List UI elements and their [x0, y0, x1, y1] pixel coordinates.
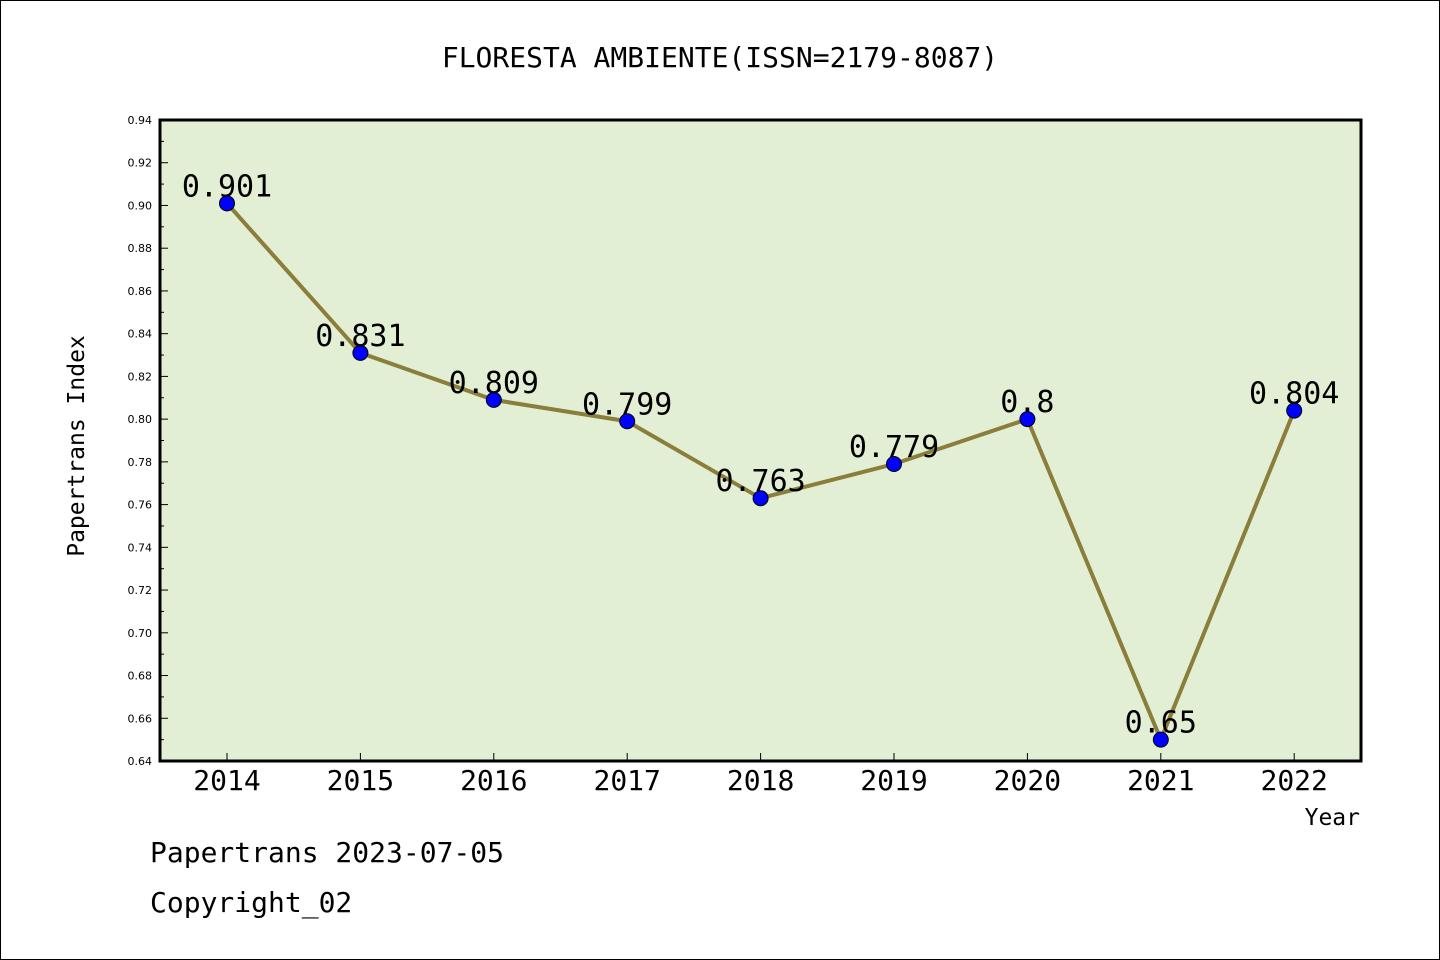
data-point — [886, 456, 902, 473]
y-tick-label: 0.92 — [128, 157, 153, 170]
y-tick-label: 0.72 — [128, 584, 153, 597]
data-point — [219, 195, 235, 212]
x-tick-label: 2021 — [1127, 764, 1194, 797]
data-point — [352, 344, 369, 361]
x-tick-label: 2015 — [327, 764, 394, 797]
y-axis-label: Papertrans Index — [64, 335, 90, 557]
data-labels: 0.901 0.831 0.809 0.799 0.763 0.779 0.8 0.65 0.8… — [182, 169, 1340, 740]
data-label: 0.65 — [1125, 706, 1197, 741]
y-tick-label: 0.64 — [128, 755, 153, 768]
data-label: 0.809 — [449, 366, 539, 401]
y-tick-label: 0.82 — [128, 370, 153, 383]
data-label: 0.831 — [315, 319, 405, 354]
x-tick-label: 2014 — [193, 764, 260, 797]
x-tick-label: 2022 — [1260, 764, 1327, 797]
y-tick-label: 0.76 — [128, 499, 153, 512]
y-tick-label: 0.70 — [128, 627, 153, 640]
footer-copyright-text: Copyright_02 — [150, 886, 353, 919]
y-axis: 0.64 0.66 0.68 0.70 0.72 0.74 0.76 0.78 0.80 0.82… — [128, 114, 168, 768]
x-axis: 2014 2015 2016 2017 2018 2019 2020 2021 2022 — [193, 753, 1328, 797]
y-tick-label: 0.84 — [128, 328, 153, 341]
chart-title: FLORESTA AMBIENTE(ISSN=2179-8087) — [442, 41, 998, 74]
y-tick-label: 0.66 — [128, 712, 153, 725]
x-tick-label: 2017 — [593, 764, 660, 797]
data-point — [1152, 731, 1169, 748]
data-label: 0.901 — [182, 169, 272, 204]
data-point — [619, 413, 636, 430]
data-label: 0.763 — [715, 464, 805, 499]
data-label: 0.779 — [849, 430, 939, 465]
data-series — [219, 195, 1303, 748]
data-point — [752, 490, 769, 507]
x-tick-label: 2020 — [994, 764, 1061, 797]
data-label: 0.8 — [1000, 385, 1054, 420]
y-tick-label: 0.90 — [128, 199, 153, 212]
y-tick-label: 0.78 — [128, 456, 153, 469]
y-tick-label: 0.94 — [128, 114, 153, 127]
x-tick-label: 2019 — [860, 764, 927, 797]
y-tick-label: 0.74 — [128, 541, 153, 554]
y-tick-label: 0.86 — [128, 285, 153, 298]
data-point — [1286, 402, 1303, 419]
x-tick-label: 2016 — [460, 764, 527, 797]
x-tick-label: 2018 — [727, 764, 794, 797]
data-point — [485, 391, 502, 408]
data-label: 0.799 — [582, 387, 672, 422]
y-tick-label: 0.88 — [128, 242, 153, 255]
y-tick-label: 0.80 — [128, 413, 153, 426]
footer-date-text: Papertrans 2023-07-05 — [150, 836, 505, 869]
data-label: 0.804 — [1249, 377, 1339, 412]
x-axis-label: Year — [1305, 805, 1360, 831]
plot-area — [158, 118, 1363, 763]
data-point — [1019, 411, 1036, 428]
y-tick-label: 0.68 — [128, 670, 153, 683]
